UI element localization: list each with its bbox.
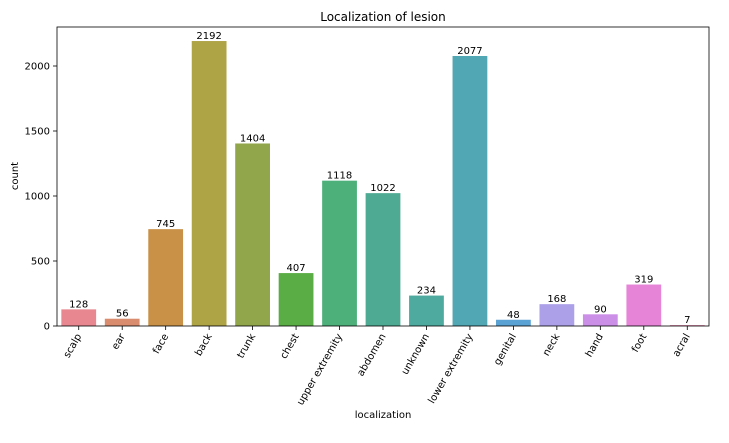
- data-label: 168: [547, 294, 566, 305]
- y-tick-label: 500: [31, 257, 50, 268]
- x-tick-label: abdomen: [355, 332, 388, 378]
- bar-acral: [669, 325, 705, 326]
- data-label: 128: [69, 299, 88, 310]
- x-tick-label: ear: [110, 331, 128, 351]
- bar-neck: [539, 304, 575, 326]
- bar-ear: [104, 318, 140, 326]
- chart-title: Localization of lesion: [320, 10, 446, 24]
- bar-upper-extremity: [322, 180, 357, 326]
- bar-genital: [496, 319, 531, 326]
- bar-foot: [626, 284, 662, 326]
- data-label: 90: [594, 304, 607, 315]
- bar-abdomen: [365, 193, 401, 326]
- data-label: 1118: [327, 171, 352, 182]
- x-tick-label: upper extremity: [295, 332, 345, 407]
- bar-hand: [582, 314, 618, 326]
- x-tick-label: scalp: [62, 332, 85, 360]
- x-tick-label: hand: [584, 332, 606, 359]
- bars-group: 128 56 745 2192 1404 407 1118 1022 234 2077 48 168 9…: [61, 31, 705, 327]
- bar-trunk: [235, 143, 270, 326]
- bar-chest: [278, 273, 314, 326]
- data-label: 745: [156, 219, 175, 230]
- bar-back: [191, 41, 227, 326]
- x-tick-label: foot: [630, 332, 649, 355]
- x-tick-label: unknown: [400, 332, 432, 377]
- data-label: 407: [287, 263, 306, 274]
- data-label: 48: [507, 310, 520, 321]
- x-tick-label: neck: [541, 332, 563, 358]
- x-tick-label: back: [193, 332, 215, 358]
- y-axis: 0 500 1000 1500 2000: [25, 62, 57, 333]
- y-tick-label: 0: [44, 322, 50, 333]
- y-tick-label: 1500: [25, 127, 50, 138]
- bar-face: [148, 229, 184, 326]
- y-tick-label: 2000: [25, 62, 50, 73]
- x-tick-label: genital: [492, 332, 519, 367]
- x-tick-label: acral: [671, 332, 693, 359]
- data-label: 1404: [240, 133, 265, 144]
- data-label: 2077: [457, 46, 482, 57]
- data-label: 1022: [370, 183, 395, 194]
- data-label: 7: [684, 315, 690, 326]
- x-tick-label: trunk: [235, 332, 258, 361]
- data-label: 319: [634, 275, 653, 286]
- data-label: 2192: [196, 31, 221, 42]
- x-axis-label: localization: [355, 410, 412, 421]
- data-label: 234: [417, 286, 436, 297]
- bar-unknown: [409, 295, 444, 326]
- x-tick-label: chest: [279, 332, 302, 361]
- plot-frame: [56, 26, 710, 327]
- bar-scalp: [61, 309, 97, 326]
- data-label: 56: [116, 309, 129, 320]
- y-tick-label: 1000: [25, 192, 50, 203]
- x-tick-label: face: [151, 332, 171, 356]
- y-axis-label: count: [10, 162, 21, 190]
- bar-lower-extremity: [452, 55, 488, 327]
- x-tick-label: lower extremity: [427, 332, 476, 406]
